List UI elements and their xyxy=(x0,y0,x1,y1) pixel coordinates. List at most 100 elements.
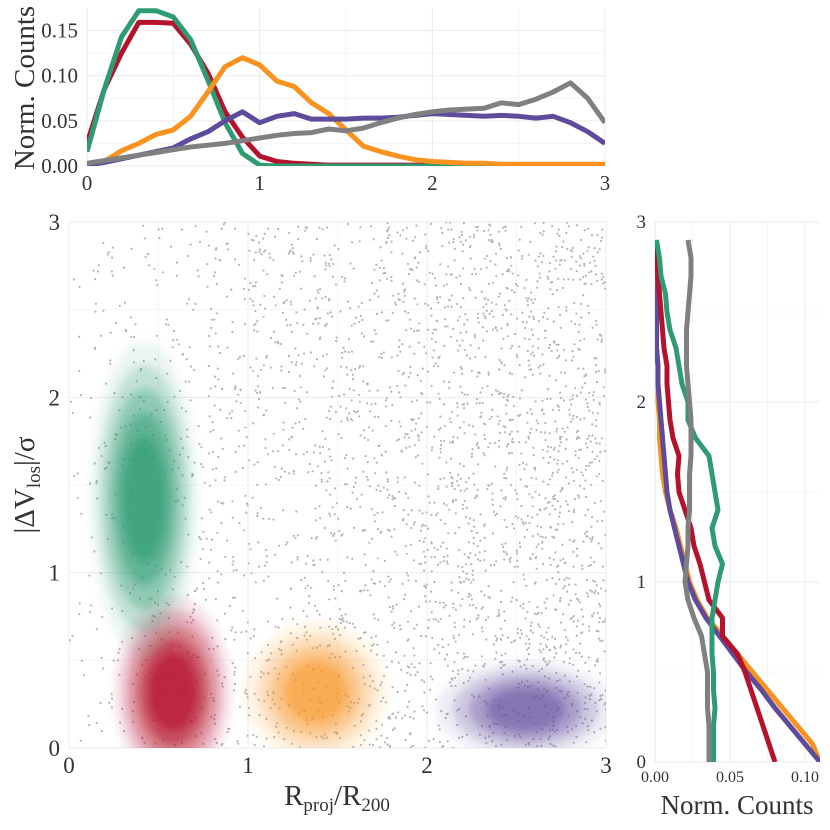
scatter-point xyxy=(485,303,488,306)
scatter-point xyxy=(351,241,354,244)
scatter-point xyxy=(490,415,493,419)
scatter-point xyxy=(360,301,363,304)
scatter-point xyxy=(481,386,484,389)
scatter-point xyxy=(350,324,353,327)
scatter-point xyxy=(529,556,532,560)
scatter-point xyxy=(588,461,592,464)
scatter-point xyxy=(436,296,439,299)
scatter-point xyxy=(454,532,457,535)
scatter-point xyxy=(318,613,321,616)
scatter-point xyxy=(326,312,329,315)
scatter-point xyxy=(446,653,449,656)
scatter-point xyxy=(474,336,477,339)
scatter-point xyxy=(452,606,455,609)
scatter-point xyxy=(530,427,533,430)
scatter-point xyxy=(602,386,605,389)
scatter-point xyxy=(494,252,497,255)
scatter-point xyxy=(424,561,427,564)
scatter-point xyxy=(194,589,197,593)
scatter-point xyxy=(372,582,375,585)
scatter-point xyxy=(591,450,594,453)
scatter-point xyxy=(584,514,587,517)
scatter-point xyxy=(283,470,286,473)
scatter-point xyxy=(488,312,491,315)
scatter-point xyxy=(506,287,509,290)
scatter-point xyxy=(479,559,482,562)
scatter-point xyxy=(256,374,259,378)
main-x-tick-label: 2 xyxy=(421,753,433,778)
scatter-point xyxy=(296,322,299,325)
scatter-point xyxy=(563,259,566,262)
scatter-point xyxy=(124,328,127,331)
scatter-point xyxy=(220,227,223,230)
scatter-point xyxy=(416,374,419,377)
scatter-point xyxy=(428,271,431,274)
scatter-point xyxy=(218,259,221,262)
scatter-point xyxy=(376,511,379,514)
scatter-point xyxy=(237,445,240,448)
scatter-point xyxy=(210,538,214,541)
scatter-point xyxy=(345,416,349,420)
scatter-point xyxy=(299,287,303,290)
scatter-point xyxy=(479,539,482,542)
scatter-point xyxy=(89,416,92,419)
scatter-point xyxy=(162,271,165,274)
scatter-point xyxy=(243,277,246,280)
scatter-point xyxy=(540,526,543,529)
scatter-point xyxy=(537,623,540,626)
scatter-point xyxy=(292,252,295,255)
scatter-point xyxy=(544,336,547,339)
scatter-point xyxy=(499,505,502,508)
scatter-point xyxy=(375,738,378,741)
scatter-point xyxy=(499,627,502,630)
scatter-point xyxy=(329,418,332,421)
scatter-point xyxy=(252,304,255,307)
scatter-point xyxy=(426,548,429,552)
scatter-point xyxy=(417,329,420,332)
scatter-point xyxy=(207,395,211,398)
scatter-point xyxy=(385,241,388,244)
scatter-point xyxy=(526,349,529,353)
right-series-line-red xyxy=(655,239,778,762)
scatter-point xyxy=(539,372,542,375)
scatter-point xyxy=(423,680,426,683)
scatter-point xyxy=(386,222,389,225)
scatter-point xyxy=(378,580,381,583)
scatter-point xyxy=(461,250,464,253)
scatter-point xyxy=(569,398,572,401)
scatter-point xyxy=(393,505,396,508)
scatter-point xyxy=(399,628,402,631)
scatter-point xyxy=(436,512,439,515)
scatter-point xyxy=(427,626,430,629)
scatter-point xyxy=(378,266,382,269)
scatter-point xyxy=(587,227,590,230)
scatter-point xyxy=(436,548,439,551)
scatter-point xyxy=(294,363,298,367)
scatter-point xyxy=(430,384,433,388)
scatter-point xyxy=(236,740,239,743)
scatter-point xyxy=(529,629,532,632)
scatter-point xyxy=(319,336,322,339)
scatter-point xyxy=(223,476,226,479)
scatter-point xyxy=(521,321,525,324)
scatter-point xyxy=(553,458,556,461)
scatter-point xyxy=(262,315,265,318)
scatter-point xyxy=(593,591,596,595)
scatter-point xyxy=(456,319,459,322)
scatter-point xyxy=(542,254,545,258)
main-x-tick-label: 1 xyxy=(242,753,254,778)
scatter-point xyxy=(349,417,352,421)
main-y-axis-label: |ΔVlos|/σ xyxy=(9,436,45,533)
scatter-point xyxy=(429,401,432,404)
scatter-point xyxy=(483,257,486,260)
scatter-point xyxy=(430,449,433,452)
scatter-point xyxy=(382,654,385,658)
scatter-point xyxy=(315,237,319,241)
scatter-point xyxy=(547,483,550,486)
scatter-point xyxy=(502,396,505,399)
scatter-point xyxy=(295,510,298,513)
scatter-point xyxy=(551,635,554,638)
scatter-point xyxy=(227,727,230,731)
scatter-point xyxy=(71,634,74,638)
scatter-point xyxy=(474,226,477,229)
